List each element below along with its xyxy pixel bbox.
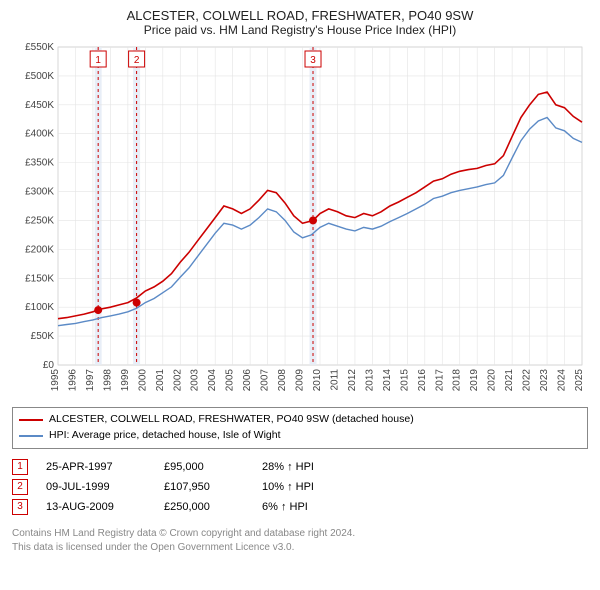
svg-text:2016: 2016 [417,369,428,392]
svg-text:2013: 2013 [364,369,375,392]
legend-label-1: ALCESTER, COLWELL ROAD, FRESHWATER, PO40… [49,412,414,428]
svg-text:2011: 2011 [329,369,340,391]
svg-text:2021: 2021 [504,369,515,392]
event-price: £250,000 [164,501,244,513]
svg-text:£150K: £150K [25,273,54,284]
svg-text:£100K: £100K [25,302,54,313]
svg-text:£300K: £300K [25,187,54,198]
event-pct: 10% ↑ HPI [262,481,352,493]
legend-item-2: HPI: Average price, detached house, Isle… [19,428,581,444]
svg-text:2005: 2005 [225,369,236,392]
svg-text:£350K: £350K [25,158,54,169]
event-date: 13-AUG-2009 [46,501,146,513]
legend-label-2: HPI: Average price, detached house, Isle… [49,428,281,444]
legend-swatch-1 [19,419,43,421]
svg-text:2024: 2024 [557,369,568,392]
svg-text:2012: 2012 [347,369,358,392]
chart-title: ALCESTER, COLWELL ROAD, FRESHWATER, PO40… [12,8,588,23]
event-pct: 6% ↑ HPI [262,501,352,513]
svg-text:2015: 2015 [399,369,410,392]
svg-text:£50K: £50K [31,331,55,342]
svg-text:£200K: £200K [25,244,54,255]
svg-text:£400K: £400K [25,129,54,140]
svg-text:2022: 2022 [522,369,533,392]
event-pct: 28% ↑ HPI [262,461,352,473]
svg-text:2004: 2004 [207,369,218,392]
svg-text:1998: 1998 [102,369,113,392]
svg-text:2014: 2014 [382,369,393,392]
legend-swatch-2 [19,435,43,437]
svg-text:2006: 2006 [242,369,253,392]
footer-line-1: Contains HM Land Registry data © Crown c… [12,527,588,541]
chart-subtitle: Price paid vs. HM Land Registry's House … [12,23,588,37]
svg-text:2: 2 [134,55,140,66]
footer-attribution: Contains HM Land Registry data © Crown c… [12,527,588,555]
event-badge: 3 [12,499,28,515]
chart-container: ALCESTER, COLWELL ROAD, FRESHWATER, PO40… [0,0,600,561]
event-row: 3 13-AUG-2009 £250,000 6% ↑ HPI [12,497,588,517]
event-price: £107,950 [164,481,244,493]
svg-text:2003: 2003 [190,369,201,392]
svg-text:2009: 2009 [295,369,306,392]
svg-text:£500K: £500K [25,71,54,82]
svg-text:2023: 2023 [539,369,550,392]
event-date: 25-APR-1997 [46,461,146,473]
event-table: 1 25-APR-1997 £95,000 28% ↑ HPI 2 09-JUL-1999… [12,457,588,517]
chart-svg: £0£50K£100K£150K£200K£250K£300K£350K£400… [12,41,588,401]
svg-text:2019: 2019 [469,369,480,392]
svg-text:2010: 2010 [312,369,323,392]
svg-text:2025: 2025 [574,369,585,392]
svg-text:2018: 2018 [452,369,463,392]
event-row: 2 09-JUL-1999 £107,950 10% ↑ HPI [12,477,588,497]
svg-text:2008: 2008 [277,369,288,392]
legend-item-1: ALCESTER, COLWELL ROAD, FRESHWATER, PO40… [19,412,581,428]
svg-text:£550K: £550K [25,42,54,53]
svg-text:2007: 2007 [260,369,271,392]
svg-text:£250K: £250K [25,215,54,226]
svg-text:1995: 1995 [50,369,61,392]
event-price: £95,000 [164,461,244,473]
svg-text:1997: 1997 [85,369,96,392]
event-row: 1 25-APR-1997 £95,000 28% ↑ HPI [12,457,588,477]
svg-text:£450K: £450K [25,100,54,111]
line-chart: £0£50K£100K£150K£200K£250K£300K£350K£400… [12,41,588,401]
svg-text:1996: 1996 [67,369,78,392]
svg-text:2017: 2017 [434,369,445,392]
event-date: 09-JUL-1999 [46,481,146,493]
svg-text:2001: 2001 [155,369,166,392]
svg-text:2020: 2020 [487,369,498,392]
legend: ALCESTER, COLWELL ROAD, FRESHWATER, PO40… [12,407,588,449]
svg-text:1: 1 [95,55,101,66]
footer-line-2: This data is licensed under the Open Gov… [12,541,588,555]
svg-text:3: 3 [310,55,316,66]
svg-text:2002: 2002 [172,369,183,392]
svg-text:1999: 1999 [120,369,131,392]
event-badge: 1 [12,459,28,475]
svg-text:2000: 2000 [137,369,148,392]
event-badge: 2 [12,479,28,495]
